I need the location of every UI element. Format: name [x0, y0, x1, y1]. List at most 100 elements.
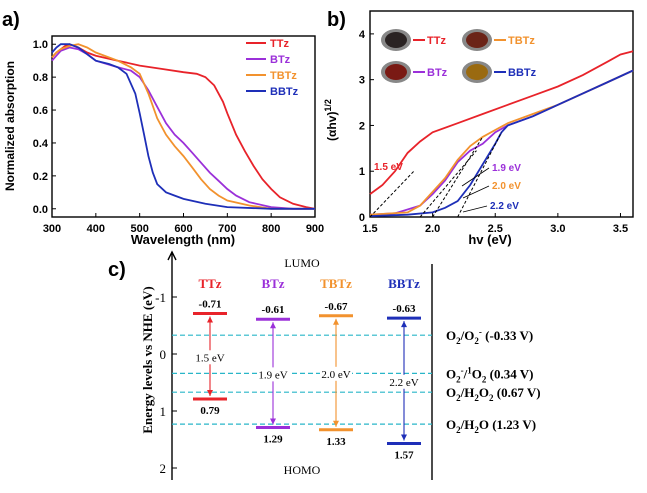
- band-gap-label-bg: [194, 350, 226, 365]
- material-name-btz: BTz: [261, 276, 284, 291]
- panel-a-ytick-label: 0.2: [33, 171, 48, 183]
- panel-a-series-bbtz: [51, 43, 315, 210]
- panel-a-ytick-label: 0.6: [33, 105, 48, 117]
- panel-b-gap-annotation: 2.2 eV: [490, 201, 519, 212]
- lumo-label: LUMO: [284, 256, 320, 270]
- panel-a-series-ttz: [51, 43, 316, 210]
- sample-photo-btz: [385, 64, 407, 80]
- band-gap-arrowhead: [401, 434, 407, 441]
- homo-label: HOMO: [284, 463, 321, 477]
- panel-b-annotation-pointer: [462, 205, 488, 213]
- panel-b-series-tbtz: [369, 69, 634, 216]
- panel-a-xlabel: Wavelength (nm): [131, 232, 235, 247]
- band-gap-label: 1.9 eV: [258, 369, 287, 381]
- redox-label: O2/O2- (-0.33 V): [446, 327, 533, 346]
- panel-b-label: b): [327, 9, 346, 31]
- panel-a-xtick-label: 300: [43, 223, 61, 235]
- panel-b-gap-annotation: 2.0 eV: [492, 181, 521, 192]
- material-name-bbtz: BBTz: [388, 276, 420, 291]
- band-gap-arrowhead: [333, 318, 339, 325]
- homo-value: 1.57: [394, 449, 414, 461]
- band-gap-label-bg: [257, 367, 289, 382]
- panel-b-xtick-label: 3.0: [550, 223, 565, 235]
- panel-a-series-btz: [51, 46, 315, 210]
- panel-a-xtick-label: 400: [87, 223, 105, 235]
- band-gap-arrowhead: [333, 420, 339, 427]
- panel-b-ytick-label: 0: [359, 212, 365, 224]
- lumo-value: -0.63: [393, 303, 416, 315]
- panel-a-xtick-label: 800: [262, 223, 280, 235]
- panel-a-series-tbtz: [51, 43, 315, 210]
- panel-c-axis-arrow: [167, 250, 177, 261]
- homo-value: 1.29: [263, 434, 283, 446]
- panel-b-ytick-label: 2: [359, 120, 365, 132]
- panel-b-legend-label: BTz: [427, 67, 448, 79]
- panel-b-series-bbtz: [369, 69, 634, 217]
- sample-photo-ttz: [385, 32, 407, 48]
- panel-b-legend-label: TBTz: [508, 35, 535, 47]
- panel-a-ytick-label: 0.0: [33, 204, 48, 216]
- panel-a-label: a): [2, 9, 20, 31]
- panel-c-ytick-label: -1: [155, 290, 166, 305]
- redox-label: O2-/1O2 (0.34 V): [446, 365, 533, 384]
- panel-a-ytick-label: 0.8: [33, 72, 48, 84]
- panel-a-legend-label: TBTz: [270, 70, 297, 82]
- panel-c-ytick-label: 2: [160, 461, 167, 476]
- panel-b-fit-line: [432, 136, 484, 218]
- panel-b-ytick-label: 4: [359, 29, 366, 41]
- sample-photo-bbtz: [466, 64, 488, 80]
- homo-value: 0.79: [200, 405, 220, 417]
- panel-b-chart: 1.5 2.0 2.5 3.0 3.5 0 1 2 3 4 1.5 eV 1.9 eV 2.0 eV 2…: [323, 10, 634, 247]
- panel-b-xtick-label: 2.5: [488, 223, 503, 235]
- panel-a-xtick-label: 700: [218, 223, 236, 235]
- band-gap-arrowhead: [401, 321, 407, 328]
- panel-b-xtick-label: 1.5: [362, 223, 377, 235]
- sample-photo-tbtz: [466, 32, 488, 48]
- lumo-value: -0.71: [199, 299, 222, 311]
- panel-c-diagram: -1 0 1 2 O2/O2- (-0.33 V) O2-/1O2 (0.34 V) O2…: [140, 250, 541, 480]
- panel-b-ylabel: (αhv)1/2: [323, 99, 339, 141]
- panel-a-legend-label: TTz: [270, 38, 289, 50]
- band-gap-arrowhead: [270, 418, 276, 425]
- panel-b-ytick-label: 1: [359, 166, 365, 178]
- panel-b-xlabel: hv (eV): [468, 232, 511, 247]
- band-gap-label: 2.0 eV: [321, 369, 350, 381]
- panel-b-xtick-label: 2.0: [425, 223, 440, 235]
- panel-a-ytick-label: 1.0: [33, 39, 48, 51]
- band-gap-arrowhead: [270, 322, 276, 329]
- panel-b-ytick-label: 3: [359, 75, 365, 87]
- panel-c-label: c): [108, 259, 126, 281]
- panel-a-xtick-label: 900: [306, 223, 324, 235]
- panel-a-ylabel: Normalized absorption: [3, 61, 17, 191]
- material-name-tbtz: TBTz: [320, 276, 352, 291]
- panel-b-annotation-pointer: [462, 185, 490, 199]
- panel-b-xtick-label: 3.5: [613, 223, 628, 235]
- lumo-value: -0.61: [262, 304, 285, 316]
- panel-a-ytick-label: 0.4: [33, 138, 49, 150]
- band-gap-label: 1.5 eV: [195, 352, 224, 364]
- panel-a-legend-label: BTz: [270, 54, 291, 66]
- panel-a-xtick-label: 600: [174, 223, 192, 235]
- material-name-ttz: TTz: [198, 276, 221, 291]
- lumo-value: -0.67: [325, 301, 348, 313]
- panel-b-legend-label: BBTz: [508, 67, 537, 79]
- panel-c-ytick-label: 0: [160, 347, 167, 362]
- panel-b-series-ttz: [369, 50, 634, 195]
- panel-c-ytick-label: 1: [160, 404, 167, 419]
- panel-b-series-btz: [369, 69, 634, 216]
- homo-value: 1.33: [326, 436, 346, 448]
- panel-b-gap-annotation: 1.9 eV: [492, 163, 521, 174]
- panel-b-frame: [369, 10, 634, 218]
- panel-a-chart: 300 400 500 600 700 800 9000.00.20.40.60.81.0 …: [3, 35, 324, 247]
- panel-b-legend-label: TTz: [427, 35, 446, 47]
- band-gap-label: 2.2 eV: [389, 377, 418, 389]
- panel-b-annotation-pointer: [461, 167, 490, 187]
- band-gap-arrowhead: [207, 390, 213, 397]
- panel-a-legend-label: BBTz: [270, 86, 299, 98]
- panel-b-fit-line: [369, 170, 415, 218]
- panel-b-gap-annotation: 1.5 eV: [374, 162, 403, 173]
- redox-label: O2/H2O (1.23 V): [446, 417, 536, 435]
- panel-c-ylabel: Energy levels vs NHE (eV): [140, 286, 155, 433]
- band-gap-arrowhead: [207, 316, 213, 323]
